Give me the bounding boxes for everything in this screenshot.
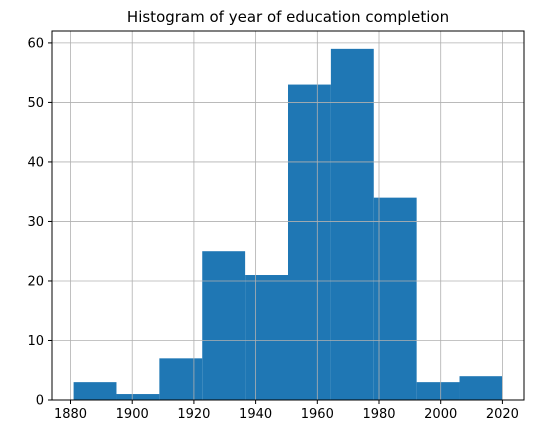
y-tick-label: 60 [27,36,44,51]
histogram-bar [459,376,503,400]
x-tick-label: 1920 [177,407,210,422]
x-tick-label: 1940 [239,407,272,422]
histogram-bar [330,48,374,401]
x-tick-label: 1980 [362,407,395,422]
grid-lines [52,31,524,401]
y-tick-label: 50 [27,96,44,111]
histogram-bar [73,382,117,400]
y-axis-ticks: 0 10 20 30 40 50 60 [27,36,52,409]
y-tick-label: 10 [27,334,44,349]
chart-title: Histogram of year of education completio… [127,8,449,26]
histogram-bar [416,382,460,400]
histogram-bar [116,394,160,400]
x-axis-ticks: 1880 1900 1920 1940 1960 1980 2000 2020 [54,400,519,422]
x-tick-label: 1900 [116,407,149,422]
histogram-bar [288,84,331,400]
histogram-bar [202,251,246,400]
bars-group [73,48,503,401]
histogram-bar [245,275,288,400]
histogram-bar [373,197,417,400]
x-tick-label: 1880 [54,407,87,422]
y-tick-label: 0 [36,394,44,409]
y-tick-label: 40 [27,155,44,170]
x-tick-label: 2000 [424,407,457,422]
y-tick-label: 20 [27,274,44,289]
x-tick-label: 2020 [486,407,519,422]
y-tick-label: 30 [27,215,44,230]
x-tick-label: 1960 [301,407,334,422]
plot-frame [51,30,525,401]
histogram-bar [159,358,203,400]
